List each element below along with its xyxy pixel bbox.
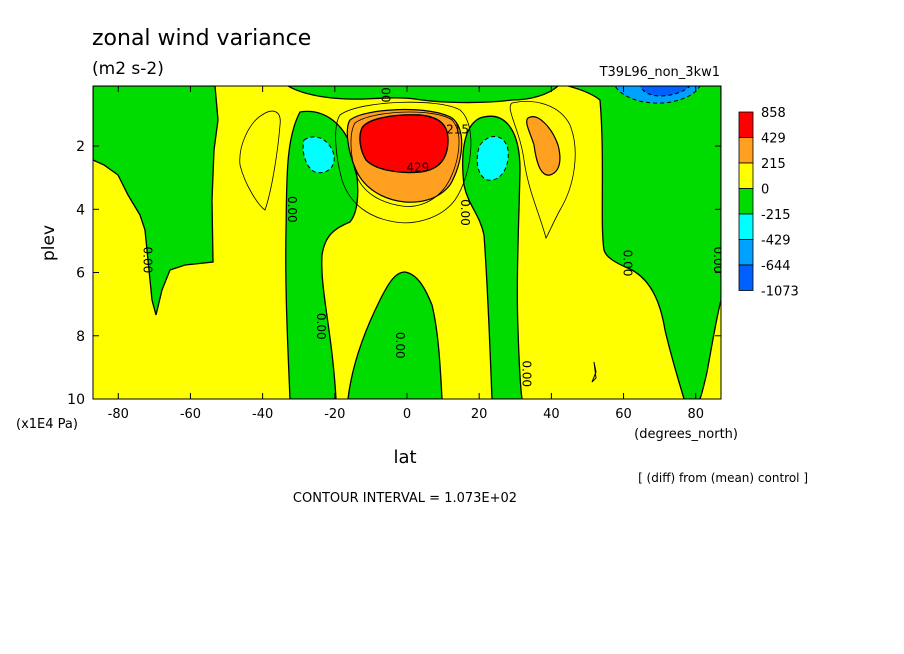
legend-swatch	[738, 188, 754, 215]
legend-level-label: 429	[761, 132, 786, 147]
contour-line-1	[335, 101, 472, 224]
x-axis: -80 -60 -40 -20 0 20 40 60 80	[108, 86, 704, 422]
x-units-label: (degrees_north)	[634, 427, 738, 442]
legend-swatch	[738, 111, 754, 138]
legend-swatch	[738, 137, 754, 164]
contour-label: 0.00	[314, 313, 328, 340]
y-tick-label: 2	[76, 139, 85, 155]
green-region-center-lower	[347, 271, 443, 399]
contour-field: 0.00 0.00 0.00 0.00 0.00 0.00 0.00 0.00 0.00 215 4…	[93, 76, 725, 399]
legend-level-label: -215	[761, 208, 791, 223]
y-axis-label: plev	[39, 225, 59, 261]
x-tick-label: -40	[252, 407, 273, 422]
footer-note: [ (diff) from (mean) control ]	[638, 471, 808, 485]
contour-label: 0.00	[621, 250, 635, 277]
green-region-south-polar	[93, 86, 219, 316]
x-tick-label: 80	[687, 407, 704, 422]
x-tick-label: 40	[543, 407, 560, 422]
legend-level-label: -1073	[761, 285, 799, 300]
legend-swatch	[738, 239, 754, 266]
contour-label: 0.00	[458, 199, 472, 226]
red-core-region	[359, 114, 449, 174]
x-tick-label: 20	[471, 407, 488, 422]
x-tick-label: 60	[615, 407, 632, 422]
legend-level-label: 858	[761, 106, 786, 121]
contour-label: 215	[446, 122, 469, 136]
contour-label: 0.00	[141, 247, 155, 274]
chart-title: zonal wind variance	[92, 26, 311, 51]
cyan-lobe-north	[476, 136, 509, 181]
contour-label: 0.00	[393, 332, 407, 359]
x-tick-label: 0	[403, 407, 411, 422]
y-tick-label: 6	[76, 266, 85, 282]
legend-level-label: -429	[761, 234, 791, 249]
contour-label: 0.00	[519, 360, 533, 387]
contour-label: 429	[406, 160, 429, 174]
legend-level-label: -644	[761, 259, 791, 274]
contour-line-3	[239, 110, 281, 211]
y-tick-label: 10	[67, 392, 85, 408]
x-tick-label: -60	[180, 407, 201, 422]
y-axis: 2 4 6 8 10	[67, 139, 721, 408]
y-units-label: (x1E4 Pa)	[16, 417, 78, 432]
cyan-lobes	[302, 136, 509, 181]
positive-contour-lines	[239, 101, 576, 239]
orange-region-north	[526, 116, 561, 176]
contour-interval-text: CONTOUR INTERVAL = 1.073E+02	[293, 491, 517, 506]
color-legend: 858 429 215 0 -215 -429 -644 -1073	[738, 106, 799, 300]
x-axis-label: lat	[393, 447, 416, 468]
contour-labels: 0.00 0.00 0.00 0.00 0.00 0.00 0.00 0.00 0.00 215 4…	[141, 76, 725, 387]
run-label: T39L96_non_3kw1	[599, 65, 720, 80]
x-tick-label: -20	[324, 407, 345, 422]
negative-regions	[93, 86, 721, 399]
cyan-lobe-south	[302, 136, 335, 174]
legend-swatch	[738, 264, 754, 291]
contour-label: 0.00	[379, 76, 393, 103]
contour-label: 0.00	[711, 247, 725, 274]
chart-subtitle: (m2 s-2)	[92, 59, 164, 79]
contour-line-2	[350, 111, 460, 207]
legend-level-label: 0	[761, 183, 769, 198]
green-region-top-band	[286, 86, 559, 104]
y-tick-label: 4	[76, 202, 85, 218]
small-feature-north	[591, 361, 597, 383]
legend-level-label: 215	[761, 157, 786, 172]
y-tick-label: 8	[76, 329, 85, 345]
green-region-north-polar	[567, 86, 721, 399]
legend-swatch	[738, 213, 754, 240]
contour-line-4	[509, 101, 576, 239]
legend-swatch	[738, 162, 754, 189]
x-tick-label: -80	[108, 407, 129, 422]
contour-label: 0.00	[285, 196, 299, 223]
